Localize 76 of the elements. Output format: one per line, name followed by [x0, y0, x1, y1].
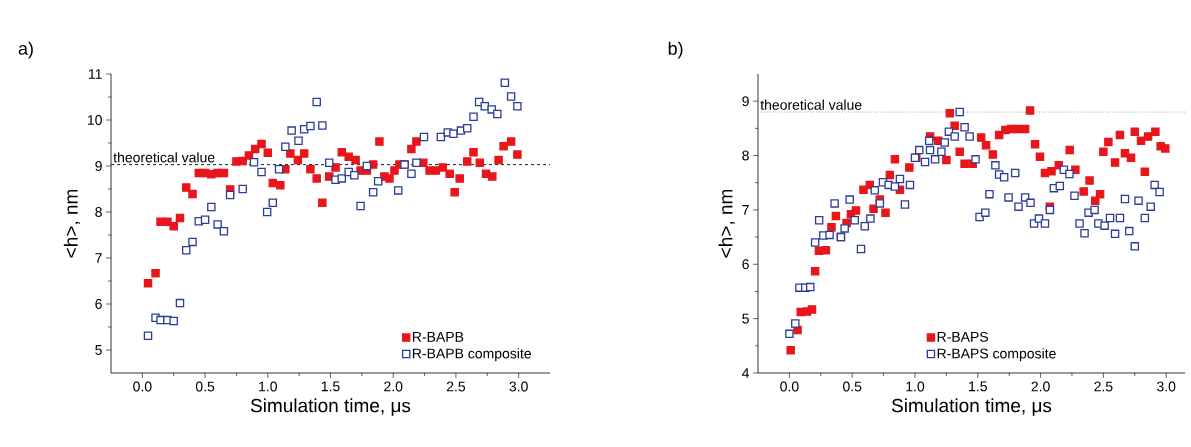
- legend-label: R-BAPS: [937, 331, 989, 342]
- point: [257, 167, 266, 177]
- ref-line-label: theoretical value: [113, 152, 215, 163]
- point: [182, 245, 191, 255]
- x-tick-label: 2.5: [1094, 381, 1113, 392]
- x-tick-label: 0.5: [195, 381, 215, 392]
- point: [356, 201, 365, 211]
- legend-label: R-BAPB: [412, 332, 464, 342]
- ref-line-label: theoretical value: [760, 99, 862, 110]
- point: [287, 126, 296, 135]
- text: b): [668, 41, 683, 59]
- point: [325, 158, 334, 168]
- point: [513, 101, 522, 111]
- point: [262, 207, 272, 217]
- point: [306, 121, 315, 131]
- x-tick-label: 2.0: [384, 381, 403, 392]
- point: [449, 129, 458, 139]
- x-tick-label: 0.0: [780, 381, 799, 392]
- point: [337, 174, 347, 183]
- y-tick-label: 10: [87, 115, 102, 125]
- y-tick-label: 6: [742, 259, 749, 270]
- x-tick-label: 1.5: [969, 381, 987, 392]
- point: [169, 316, 178, 326]
- point: [213, 220, 222, 229]
- point: [249, 158, 259, 167]
- x-tick-label: 2.5: [446, 381, 466, 392]
- point: [393, 186, 403, 195]
- y-axis-title: <h>, nm: [718, 189, 735, 258]
- y-tick-label: 8: [95, 207, 102, 217]
- point: [200, 215, 210, 225]
- point: [294, 136, 303, 145]
- point: [318, 121, 327, 130]
- y-tick-label: 11: [89, 69, 102, 79]
- point: [188, 237, 197, 247]
- point: [207, 202, 216, 212]
- x-tick-label: 1.0: [906, 381, 925, 392]
- point: [143, 331, 153, 340]
- point: [175, 298, 185, 308]
- y-tick-label: 8: [742, 150, 749, 161]
- point: [350, 170, 359, 180]
- point: [493, 109, 502, 119]
- x-axis-title: Simulation time, μs: [250, 398, 411, 416]
- point: [407, 169, 416, 179]
- y-tick-label: 9: [95, 161, 102, 171]
- point: [462, 124, 472, 133]
- point: [281, 142, 290, 151]
- y-axis-title: <h>, nm: [63, 189, 81, 258]
- x-tick-label: 1.5: [321, 381, 340, 392]
- y-tick-label: 9: [742, 96, 749, 107]
- point: [506, 92, 516, 101]
- x-tick-label: 0.0: [133, 381, 152, 392]
- point: [373, 176, 383, 186]
- legend-label: R-BAPS composite: [937, 348, 1056, 362]
- y-tick-label: 7: [742, 205, 749, 215]
- y-tick-label: 5: [742, 313, 749, 324]
- point: [219, 227, 229, 236]
- point: [500, 78, 510, 87]
- legend-label: R-BAPB composite: [412, 348, 531, 362]
- point: [368, 187, 378, 197]
- x-tick-label: 2.0: [1031, 381, 1050, 392]
- x-tick-label: 0.5: [843, 381, 862, 392]
- point: [268, 198, 278, 208]
- point: [469, 112, 478, 122]
- text: a): [18, 41, 33, 59]
- y-tick-label: 6: [95, 299, 102, 309]
- point: [419, 132, 429, 142]
- x-tick-label: 1.0: [259, 381, 277, 392]
- point: [312, 97, 321, 107]
- point: [412, 158, 421, 168]
- y-tick-label: 4: [742, 368, 750, 378]
- y-tick-label: 5: [95, 345, 102, 355]
- x-tick-label: 3.0: [1156, 381, 1176, 392]
- x-axis-title: Simulation time, μs: [891, 398, 1052, 416]
- x-tick-label: 3.0: [509, 381, 528, 392]
- point: [238, 184, 247, 194]
- y-tick-label: 7: [95, 253, 102, 263]
